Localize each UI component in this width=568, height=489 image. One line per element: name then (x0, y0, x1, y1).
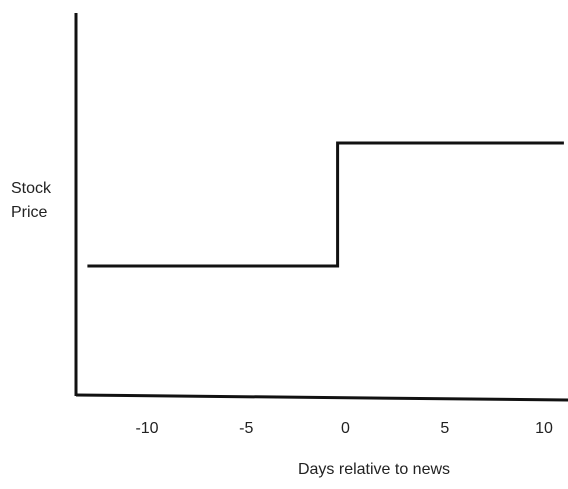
x-tick-label: 10 (535, 420, 553, 437)
x-tick-label: 5 (440, 420, 449, 437)
x-tick-labels: -10 -5 0 5 10 (135, 420, 553, 437)
y-axis-label-line-1: Stock (11, 180, 52, 197)
x-axis-line (75, 393, 568, 402)
x-tick-label: -10 (135, 420, 158, 437)
x-axis-label: Days relative to news (298, 461, 450, 478)
x-tick-label: -5 (239, 420, 253, 437)
x-tick-label: 0 (341, 420, 350, 437)
series-line-0 (87, 141, 564, 268)
series-layer (87, 141, 564, 268)
y-axis-label-line-2: Price (11, 204, 48, 221)
